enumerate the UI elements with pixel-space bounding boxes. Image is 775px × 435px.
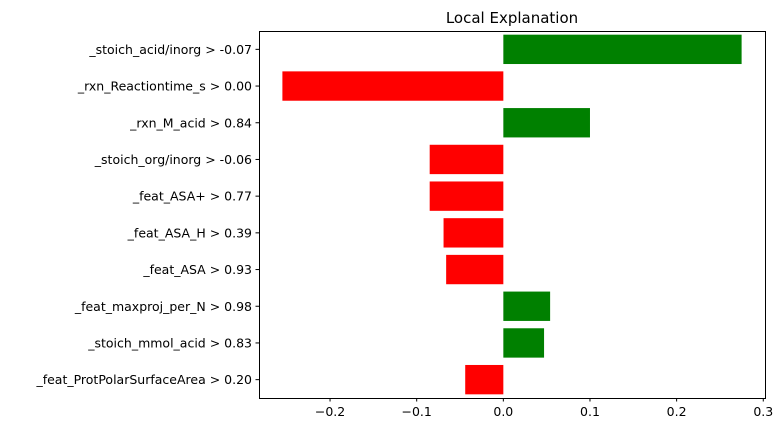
chart-title: Local Explanation (446, 9, 578, 27)
plot-frame (259, 31, 766, 399)
y-tick-label: _stoich_org/inorg > -0.06 (94, 152, 252, 167)
x-tick-label: 0.2 (667, 404, 687, 419)
y-tick-label: _feat_ASA_H > 0.39 (127, 225, 252, 240)
bar-2 (503, 108, 590, 138)
bar-1 (282, 71, 504, 101)
y-tick-label: _feat_ASA+ > 0.77 (132, 189, 252, 204)
y-tick-label: _rxn_M_acid > 0.84 (129, 115, 252, 130)
x-tick-label: 0.1 (580, 404, 600, 419)
y-tick-label: _rxn_Reactiontime_s > 0.00 (77, 79, 252, 94)
bar-4 (429, 181, 504, 211)
y-axis-ticks: _stoich_acid/inorg > -0.07 _rxn_Reactiont… (35, 42, 259, 387)
y-tick-label: _stoich_mmol_acid > 0.83 (87, 335, 252, 350)
x-axis-ticks: −0.2 −0.1 0.0 0.1 0.2 0.3 (315, 398, 773, 419)
y-tick-label: _stoich_acid/inorg > -0.07 (88, 42, 252, 57)
x-tick-label: −0.1 (402, 404, 432, 419)
y-tick-label: _feat_ASA > 0.93 (142, 262, 252, 277)
bar-6 (446, 254, 504, 285)
bar-0 (503, 34, 742, 65)
x-tick-label: 0.3 (753, 404, 773, 419)
bar-8 (503, 328, 545, 358)
y-tick-label: _feat_ProtPolarSurfaceArea > 0.20 (35, 372, 252, 387)
bar-5 (443, 218, 504, 248)
bar-9 (465, 364, 504, 395)
x-tick-label: −0.2 (315, 404, 345, 419)
bar-3 (429, 144, 504, 175)
x-tick-label: 0.0 (493, 404, 513, 419)
y-tick-label: _feat_maxproj_per_N > 0.98 (74, 299, 252, 314)
bar-7 (503, 291, 551, 321)
bars (282, 34, 742, 395)
